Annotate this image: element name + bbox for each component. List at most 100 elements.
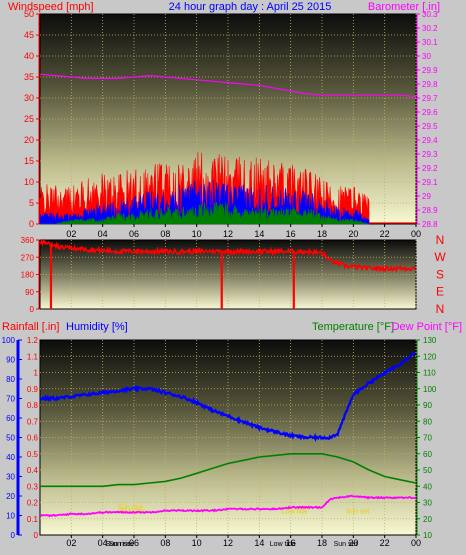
rain-tick-label: 0.3 bbox=[27, 482, 39, 491]
x-tick-label: 22 bbox=[380, 229, 390, 239]
temperature-line bbox=[40, 453, 417, 488]
humidity-y-axis: 0 10 20 30 40 50 60 70 80 90 100 bbox=[2, 336, 22, 540]
x-tick-label: 20 bbox=[348, 538, 358, 548]
windspeed-series bbox=[39, 73, 417, 225]
rain-tick-label: 0.7 bbox=[27, 417, 39, 426]
rain-tick-label: 0.5 bbox=[27, 450, 39, 459]
temp-tick-label: 130 bbox=[423, 336, 437, 345]
temp-tick-label: 120 bbox=[423, 352, 437, 361]
direction-series bbox=[39, 238, 416, 309]
annotation-label: Sun rise bbox=[105, 541, 131, 548]
humidity-tick-label: 30 bbox=[6, 473, 15, 482]
annotation-label: Sun set bbox=[334, 541, 358, 548]
y2-tick-label: 30.2 bbox=[422, 24, 438, 33]
annotation-label-plot: Sun rise bbox=[117, 505, 143, 512]
x-tick-label: 08 bbox=[160, 229, 170, 239]
x-tick-label: 00 bbox=[411, 538, 421, 548]
rain-tick-label: 0.1 bbox=[27, 515, 39, 524]
direction-line bbox=[39, 238, 416, 273]
rainfall-axis-label: Rainfall [.in] bbox=[2, 321, 59, 333]
x-tick-label: 16 bbox=[286, 538, 296, 548]
temp-tick-label: 40 bbox=[423, 482, 432, 491]
temp-tick-label: 90 bbox=[423, 401, 432, 410]
temp-tick-label: 100 bbox=[423, 385, 437, 394]
y-tick-label: 35 bbox=[24, 72, 34, 82]
x-tick-label: 14 bbox=[254, 538, 264, 548]
rain-tick-label: 0.4 bbox=[27, 466, 39, 475]
y2-tick-label: 28.8 bbox=[422, 220, 438, 229]
y-tick-label: 50 bbox=[24, 9, 34, 19]
rain-tick-label: 0.2 bbox=[27, 499, 39, 508]
temperature-y-axis: 10 20 30 40 50 60 70 80 90 100 110 120 130 bbox=[416, 336, 437, 540]
rain-tick-label: 1.2 bbox=[27, 336, 39, 345]
humidity-tick-label: 50 bbox=[6, 434, 15, 443]
y-tick-label: 30 bbox=[24, 93, 34, 103]
rain-tick-label: 0.9 bbox=[27, 385, 39, 394]
temperature-axis-label: Temperature [°F] bbox=[312, 321, 394, 333]
x-tick-label: 18 bbox=[317, 229, 327, 239]
compass-label: S bbox=[436, 267, 444, 281]
chart-title: 24 hour graph day : April 25 2015 bbox=[169, 1, 332, 13]
humidity-tick-label: 70 bbox=[6, 395, 15, 404]
direction-y-axis: 0 90 180 270 360 bbox=[21, 236, 40, 314]
humidity-x-axis: 02 04 06 08 10 12 14 16 18 20 22 00 bbox=[66, 535, 421, 548]
y-tick-label: 0 bbox=[30, 305, 35, 314]
y-tick-label: 0 bbox=[29, 219, 34, 229]
y2-tick-label: 29 bbox=[422, 192, 431, 201]
windspeed-x-axis: 02 04 06 08 10 12 14 16 18 20 22 00 bbox=[66, 224, 421, 239]
y-tick-label: 360 bbox=[21, 236, 35, 245]
compass-label: E bbox=[436, 285, 444, 299]
temp-tick-label: 30 bbox=[423, 499, 432, 508]
x-tick-label: 16 bbox=[286, 229, 296, 239]
rain-tick-label: 0.6 bbox=[27, 434, 39, 443]
temp-tick-label: 80 bbox=[423, 417, 432, 426]
y-tick-label: 180 bbox=[21, 271, 35, 280]
y-tick-label: 45 bbox=[24, 30, 34, 40]
dewpoint-line bbox=[40, 494, 417, 518]
barometer-axis-label: Barometer [.in] bbox=[368, 1, 440, 13]
y2-tick-label: 29.6 bbox=[422, 108, 438, 117]
y2-tick-label: 30.3 bbox=[422, 10, 438, 19]
x-tick-label: 08 bbox=[160, 538, 170, 548]
y2-tick-label: 30 bbox=[422, 52, 431, 61]
direction-grid bbox=[40, 240, 417, 309]
windspeed-y-axis: 0 5 10 15 20 25 30 35 40 45 50 bbox=[24, 9, 40, 229]
humidity-axis-label: Humidity [%] bbox=[66, 321, 128, 333]
compass-label: N bbox=[436, 233, 445, 247]
y-tick-label: 15 bbox=[24, 156, 34, 166]
x-tick-label: 12 bbox=[223, 229, 233, 239]
x-tick-label: 00 bbox=[411, 229, 421, 239]
humidity-grid bbox=[40, 340, 417, 535]
compass-label: N bbox=[436, 302, 445, 316]
compass-label: W bbox=[434, 250, 446, 264]
humidity-tick-label: 40 bbox=[6, 453, 15, 462]
temp-tick-label: 10 bbox=[423, 531, 432, 540]
humidity-line bbox=[39, 351, 416, 442]
y2-tick-label: 29.1 bbox=[422, 178, 438, 187]
temp-tick-label: 110 bbox=[423, 369, 436, 378]
y-tick-label: 10 bbox=[24, 177, 34, 187]
x-tick-label: 18 bbox=[317, 538, 327, 548]
humidity-tick-label: 100 bbox=[2, 336, 16, 345]
barometer-y-axis: 28.8 28.9 29 29.1 29.2 29.3 29.4 29.5 29.6 29.7 29… bbox=[416, 10, 438, 229]
annotation-label: Low tide bbox=[270, 541, 296, 548]
x-tick-label: 06 bbox=[129, 229, 139, 239]
y-tick-label: 90 bbox=[25, 288, 34, 297]
humidity-tick-label: 60 bbox=[6, 414, 15, 423]
rainfall-y-axis: 0 0.1 0.2 0.3 0.4 0.5 0.6 0.7 0.8 0.9 1 1.1 1.2 bbox=[27, 336, 39, 540]
x-tick-label: 22 bbox=[380, 538, 390, 548]
y-tick-label: 25 bbox=[24, 114, 34, 124]
barometer-line bbox=[39, 73, 417, 98]
rain-tick-label: 1 bbox=[34, 369, 39, 378]
humidity-tick-label: 20 bbox=[6, 492, 15, 501]
x-tick-label: 04 bbox=[98, 538, 108, 548]
x-tick-label: 14 bbox=[254, 229, 264, 239]
rain-tick-label: 0 bbox=[34, 531, 39, 540]
y-tick-label: 40 bbox=[24, 51, 34, 61]
temp-tick-label: 70 bbox=[423, 434, 432, 443]
x-tick-label: 10 bbox=[192, 229, 202, 239]
rain-tick-label: 0.8 bbox=[27, 401, 39, 410]
annotation-label: Sun rise bbox=[109, 541, 135, 548]
wind-series-3 bbox=[40, 201, 370, 225]
